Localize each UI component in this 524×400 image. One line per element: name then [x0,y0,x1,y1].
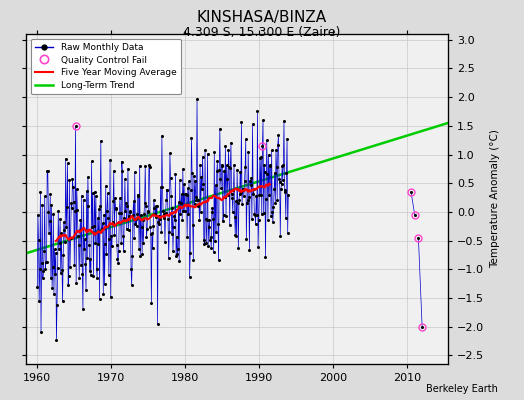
Text: 4.309 S, 15.300 E (Zaire): 4.309 S, 15.300 E (Zaire) [183,26,341,39]
Text: Berkeley Earth: Berkeley Earth [426,384,498,394]
Y-axis label: Temperature Anomaly (°C): Temperature Anomaly (°C) [490,130,500,268]
Legend: Raw Monthly Data, Quality Control Fail, Five Year Moving Average, Long-Term Tren: Raw Monthly Data, Quality Control Fail, … [31,38,181,94]
Text: KINSHASA/BINZA: KINSHASA/BINZA [197,10,327,25]
